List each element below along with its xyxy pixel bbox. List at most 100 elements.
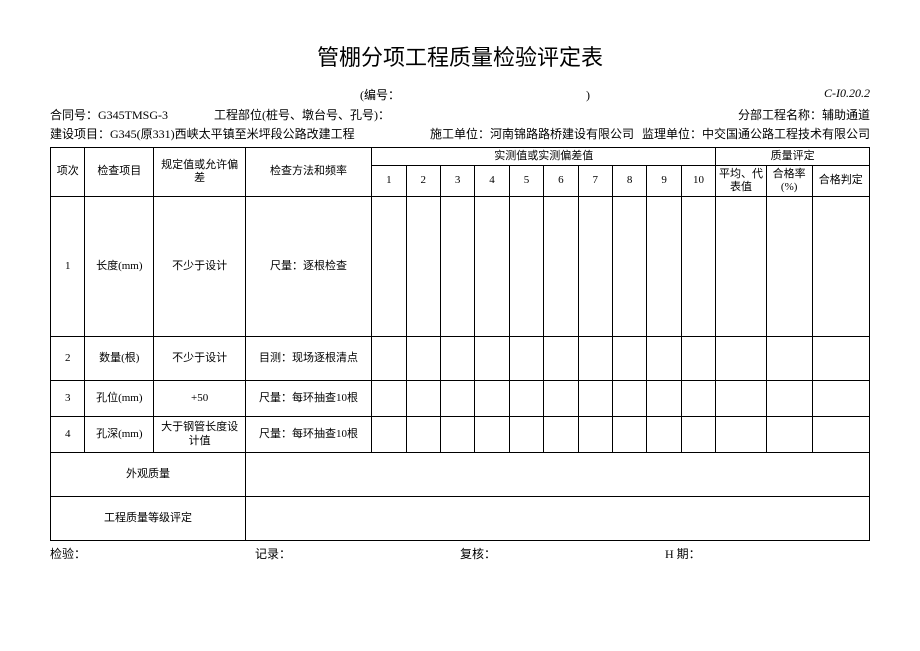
- cell-empty: [440, 337, 474, 381]
- cell-no: 3: [51, 381, 85, 417]
- cell-item: 孔深(mm): [85, 417, 154, 453]
- cell-empty: [475, 381, 509, 417]
- h-tol: 规定值或允许偏差: [154, 147, 246, 197]
- cell-empty: [372, 417, 406, 453]
- h-item: 检查项目: [85, 147, 154, 197]
- cell-no: 2: [51, 337, 85, 381]
- cell-empty: [578, 381, 612, 417]
- cell-empty: [578, 417, 612, 453]
- super-label: 监理单位：: [642, 127, 702, 141]
- cell-empty: [647, 337, 681, 381]
- cell-empty: [716, 197, 766, 337]
- cell-empty: [509, 337, 543, 381]
- cell-empty: [372, 337, 406, 381]
- h-num: 8: [612, 165, 646, 196]
- cell-method: 尺量：每环抽查10根: [245, 417, 371, 453]
- cell-empty: [681, 417, 716, 453]
- cell-empty: [475, 197, 509, 337]
- cell-method: 尺量：每环抽查10根: [245, 381, 371, 417]
- cell-empty: [647, 381, 681, 417]
- cell-no: 1: [51, 197, 85, 337]
- cell-empty: [406, 197, 440, 337]
- cell-empty: [612, 337, 646, 381]
- cell-empty: [578, 197, 612, 337]
- footer-date: H 期：: [665, 545, 870, 562]
- cell-empty: [612, 417, 646, 453]
- code-prefix: (编号：: [360, 88, 400, 102]
- h-num: 10: [681, 165, 716, 196]
- cell-empty: [766, 381, 812, 417]
- cell-empty: [812, 381, 869, 417]
- cell-item: 长度(mm): [85, 197, 154, 337]
- builder-label: 施工单位：: [430, 127, 490, 141]
- cell-empty: [647, 417, 681, 453]
- h-method: 检查方法和频率: [245, 147, 371, 197]
- cell-empty: [716, 337, 766, 381]
- h-num: 5: [509, 165, 543, 196]
- footer-record: 记录：: [255, 545, 460, 562]
- cell-empty: [509, 197, 543, 337]
- builder-value: 河南锦路路桥建设有限公司: [490, 127, 634, 141]
- grade-row: 工程质量等级评定: [51, 497, 870, 541]
- cell-empty: [372, 381, 406, 417]
- cell-method: 目测：现场逐根清点: [245, 337, 371, 381]
- cell-item: 孔位(mm): [85, 381, 154, 417]
- code-suffix: ): [586, 88, 590, 102]
- cell-empty: [475, 337, 509, 381]
- cell-empty: [440, 197, 474, 337]
- doc-code: C-I0.20.2: [770, 86, 870, 103]
- cell-empty: [681, 381, 716, 417]
- h-num: 1: [372, 165, 406, 196]
- cell-empty: [766, 197, 812, 337]
- cell-empty: [681, 197, 716, 337]
- cell-empty: [544, 381, 578, 417]
- h-num: 6: [544, 165, 578, 196]
- cell-empty: [716, 417, 766, 453]
- header-row-1: 项次 检查项目 规定值或允许偏差 检查方法和频率 实测值或实测偏差值 质量评定: [51, 147, 870, 165]
- meta-row-2: 建设项目：G345(原331)西峡太平镇至米坪段公路改建工程 施工单位：河南锦路…: [50, 126, 870, 143]
- contract-label: 合同号：: [50, 108, 98, 122]
- footer-review: 复核：: [460, 545, 665, 562]
- grade-label: 工程质量等级评定: [51, 497, 246, 541]
- cell-empty: [812, 337, 869, 381]
- h-rate: 合格率(%): [766, 165, 812, 196]
- cell-tol: 大于钢管长度设计值: [154, 417, 246, 453]
- proj-label: 建设项目：: [50, 127, 110, 141]
- appearance-label: 外观质量: [51, 453, 246, 497]
- cell-empty: [544, 417, 578, 453]
- h-num: 7: [578, 165, 612, 196]
- sub-value: 辅助通道: [822, 108, 870, 122]
- cell-empty: [812, 417, 869, 453]
- cell-empty: [440, 381, 474, 417]
- footer-row: 检验： 记录： 复核： H 期：: [50, 545, 870, 562]
- h-num: 9: [647, 165, 681, 196]
- h-measured: 实测值或实测偏差值: [372, 147, 716, 165]
- cell-empty: [372, 197, 406, 337]
- table-row: 1长度(mm)不少于设计尺量：逐根检查: [51, 197, 870, 337]
- cell-empty: [406, 337, 440, 381]
- table-row: 2数量(根)不少于设计目测：现场逐根清点: [51, 337, 870, 381]
- page-title: 管棚分项工程质量检验评定表: [50, 40, 870, 72]
- cell-empty: [578, 337, 612, 381]
- cell-empty: [681, 337, 716, 381]
- contract-value: G345TMSG-3: [98, 108, 168, 122]
- proj-value: G345(原331)西峡太平镇至米坪段公路改建工程: [110, 127, 355, 141]
- cell-empty: [475, 417, 509, 453]
- inspection-table: 项次 检查项目 规定值或允许偏差 检查方法和频率 实测值或实测偏差值 质量评定 …: [50, 147, 870, 542]
- h-no: 项次: [51, 147, 85, 197]
- cell-empty: [440, 417, 474, 453]
- cell-empty: [612, 381, 646, 417]
- sub-label: 分部工程名称：: [738, 108, 822, 122]
- cell-empty: [647, 197, 681, 337]
- code-row: (编号： ) C-I0.20.2: [50, 86, 870, 103]
- cell-empty: [716, 381, 766, 417]
- h-num: 2: [406, 165, 440, 196]
- h-judge: 合格判定: [812, 165, 869, 196]
- cell-method: 尺量：逐根检查: [245, 197, 371, 337]
- h-avg: 平均、代表值: [716, 165, 766, 196]
- table-row: 4孔深(mm)大于钢管长度设计值尺量：每环抽查10根: [51, 417, 870, 453]
- cell-tol: 不少于设计: [154, 197, 246, 337]
- cell-tol: 不少于设计: [154, 337, 246, 381]
- cell-empty: [406, 417, 440, 453]
- table-row: 3孔位(mm)+50尺量：每环抽查10根: [51, 381, 870, 417]
